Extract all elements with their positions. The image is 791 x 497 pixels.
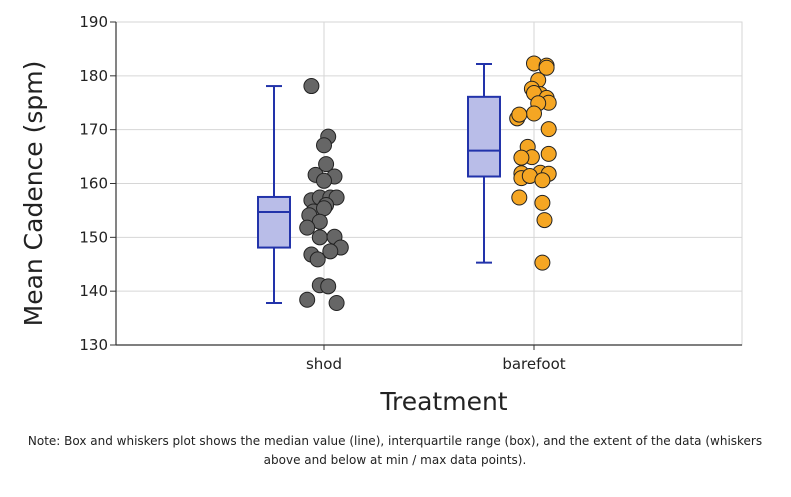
y-tick-label: 150	[79, 228, 108, 246]
axis-labels: 130 140 150 160 170 180 190 shod barefoot Treatme…	[19, 13, 566, 416]
points-barefoot	[509, 55, 557, 271]
y-tick-label: 180	[79, 67, 108, 85]
y-tick-label: 130	[79, 336, 108, 354]
y-tick-label: 170	[79, 121, 108, 139]
y-axis-title: Mean Cadence (spm)	[19, 61, 48, 327]
box-plot-barefoot	[467, 62, 501, 264]
data-point	[320, 278, 337, 295]
x-tick-label: shod	[306, 355, 342, 373]
data-point	[311, 229, 328, 246]
x-tick-label: barefoot	[502, 355, 565, 373]
data-point	[511, 189, 528, 206]
iqr-box	[257, 195, 291, 249]
y-tick-label: 140	[79, 282, 108, 300]
data-point	[536, 212, 553, 229]
data-point	[540, 121, 557, 138]
y-tick-label: 190	[79, 13, 108, 31]
data-point	[526, 105, 542, 122]
data-point	[540, 145, 557, 162]
y-tick-label: 160	[79, 175, 108, 193]
data-point	[534, 194, 551, 211]
data-point	[534, 254, 551, 271]
box-plot-shod	[257, 85, 291, 305]
data-point	[513, 149, 530, 166]
data-point	[318, 156, 335, 173]
points-shod	[299, 78, 349, 312]
data-point	[303, 78, 320, 95]
note-line-2: above and below at min / max data points…	[263, 453, 527, 467]
box-whisker-chart: 130 140 150 160 170 180 190 shod barefoot Treatme…	[19, 13, 743, 416]
data-point	[299, 219, 316, 236]
data-point	[322, 243, 339, 260]
x-axis-title: Treatment	[379, 387, 507, 416]
data-point	[316, 200, 332, 217]
data-point	[316, 172, 332, 189]
data-point	[511, 106, 528, 123]
data-point	[328, 295, 345, 312]
data-point	[316, 137, 332, 154]
data-point	[538, 59, 555, 76]
axes	[110, 21, 742, 350]
note-line-1: Note: Box and whiskers plot shows the me…	[27, 434, 763, 448]
chart-note: Note: Box and whiskers plot shows the me…	[20, 432, 770, 470]
box-plots	[257, 62, 501, 305]
data-point	[309, 251, 326, 268]
data-point	[299, 291, 316, 308]
data-points	[299, 55, 557, 312]
iqr-box	[467, 95, 501, 178]
data-point	[534, 172, 551, 189]
gridlines	[115, 21, 743, 346]
